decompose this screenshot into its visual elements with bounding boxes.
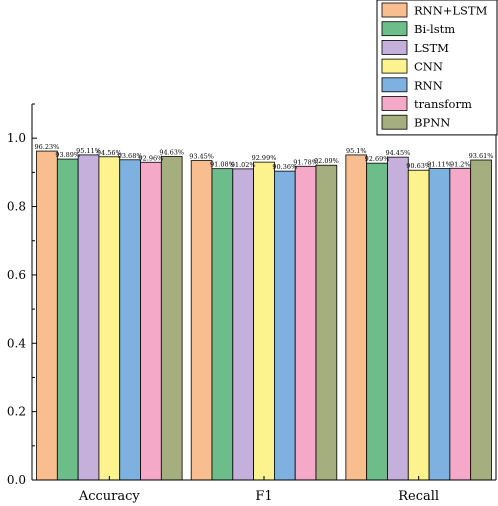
legend-label: LSTM <box>414 41 449 55</box>
legend-swatch <box>381 21 408 37</box>
x-tick-label: F1 <box>255 489 272 504</box>
legend-swatch <box>381 114 408 130</box>
bar-recall-bpnn <box>470 159 492 481</box>
data-label: 94.56% <box>97 149 122 157</box>
legend-label: CNN <box>414 60 443 74</box>
data-label: 93.89% <box>55 151 80 159</box>
data-label: 91.2% <box>450 160 471 168</box>
bar-recall-cnn <box>407 169 430 481</box>
y-tick-label: 0.2 <box>7 405 26 419</box>
data-label: 92.99% <box>252 154 277 162</box>
bar-accuracy-lstm <box>77 154 100 481</box>
legend-swatch <box>381 58 408 74</box>
bar-recall-transform <box>449 167 472 481</box>
bar-f1-transform <box>294 165 317 481</box>
data-label: 94.63% <box>159 149 184 157</box>
data-label: 91.02% <box>231 161 256 169</box>
bar-recall-rnn-lstm <box>345 154 368 481</box>
bar-f1-cnn <box>253 161 275 481</box>
data-label: 95.1% <box>346 147 367 155</box>
bar-accuracy-bi-lstm <box>56 158 79 481</box>
bar-f1-bi-lstm <box>211 168 234 481</box>
legend-label: transform <box>414 97 472 111</box>
bar-accuracy-cnn <box>98 156 121 481</box>
data-label: 90.63% <box>406 162 431 170</box>
legend-label: Bi-lstm <box>414 22 455 36</box>
x-tick-label: Recall <box>398 489 439 504</box>
legend-label: RNN <box>414 78 443 92</box>
bar-f1-rnn <box>273 170 296 481</box>
bar-recall-rnn <box>428 168 451 481</box>
y-tick-label: 0.6 <box>7 268 26 282</box>
data-label: 92.09% <box>314 157 339 165</box>
y-tick-label: 0.0 <box>7 473 26 487</box>
data-label: 93.61% <box>469 152 494 160</box>
legend-swatch <box>381 2 408 18</box>
data-label: 93.45% <box>189 153 214 161</box>
y-tick-label: 1.0 <box>7 131 26 145</box>
data-label: 92.96% <box>139 154 164 162</box>
bars-layer <box>36 150 492 481</box>
legend-swatch <box>381 40 408 55</box>
bar-accuracy-rnn-lstm <box>36 150 58 481</box>
data-label: 91.08% <box>210 161 235 169</box>
legend-swatch <box>381 96 408 111</box>
data-label: 91.11% <box>427 161 452 169</box>
data-labels-layer: 96.23%93.89%95.11%94.56%93.68%92.96%94.6… <box>35 143 494 171</box>
legend-label: RNN+LSTM <box>414 4 488 18</box>
legend-swatch <box>381 77 408 93</box>
y-tick-label: 0.8 <box>7 200 26 214</box>
bar-accuracy-bpnn <box>160 156 183 481</box>
y-tick-label: 0.4 <box>7 336 26 350</box>
data-label: 93.68% <box>118 152 143 160</box>
axes-layer: 0.0 0.2 0.4 0.6 0.8 1.0 Accuracy F1 Recall <box>7 103 497 504</box>
data-label: 94.45% <box>385 149 410 157</box>
data-label: 90.36% <box>272 163 297 171</box>
bar-accuracy-rnn <box>119 159 141 481</box>
legend: RNN+LSTM Bi-lstm LSTM CNN RNN transform BPNN <box>376 0 498 136</box>
bar-f1-lstm <box>232 168 255 481</box>
bar-f1-rnn-lstm <box>190 160 213 481</box>
data-label: 91.78% <box>293 158 318 166</box>
x-tick-label: Accuracy <box>78 489 141 504</box>
bar-recall-lstm <box>387 156 409 481</box>
legend-label: BPNN <box>414 116 450 130</box>
data-label: 95.11% <box>76 147 101 155</box>
bar-accuracy-transform <box>140 161 162 481</box>
data-label: 96.23% <box>35 143 60 151</box>
data-label: 92.69% <box>365 155 390 163</box>
bar-recall-bi-lstm <box>366 162 388 481</box>
bar-f1-bpnn <box>315 164 338 481</box>
